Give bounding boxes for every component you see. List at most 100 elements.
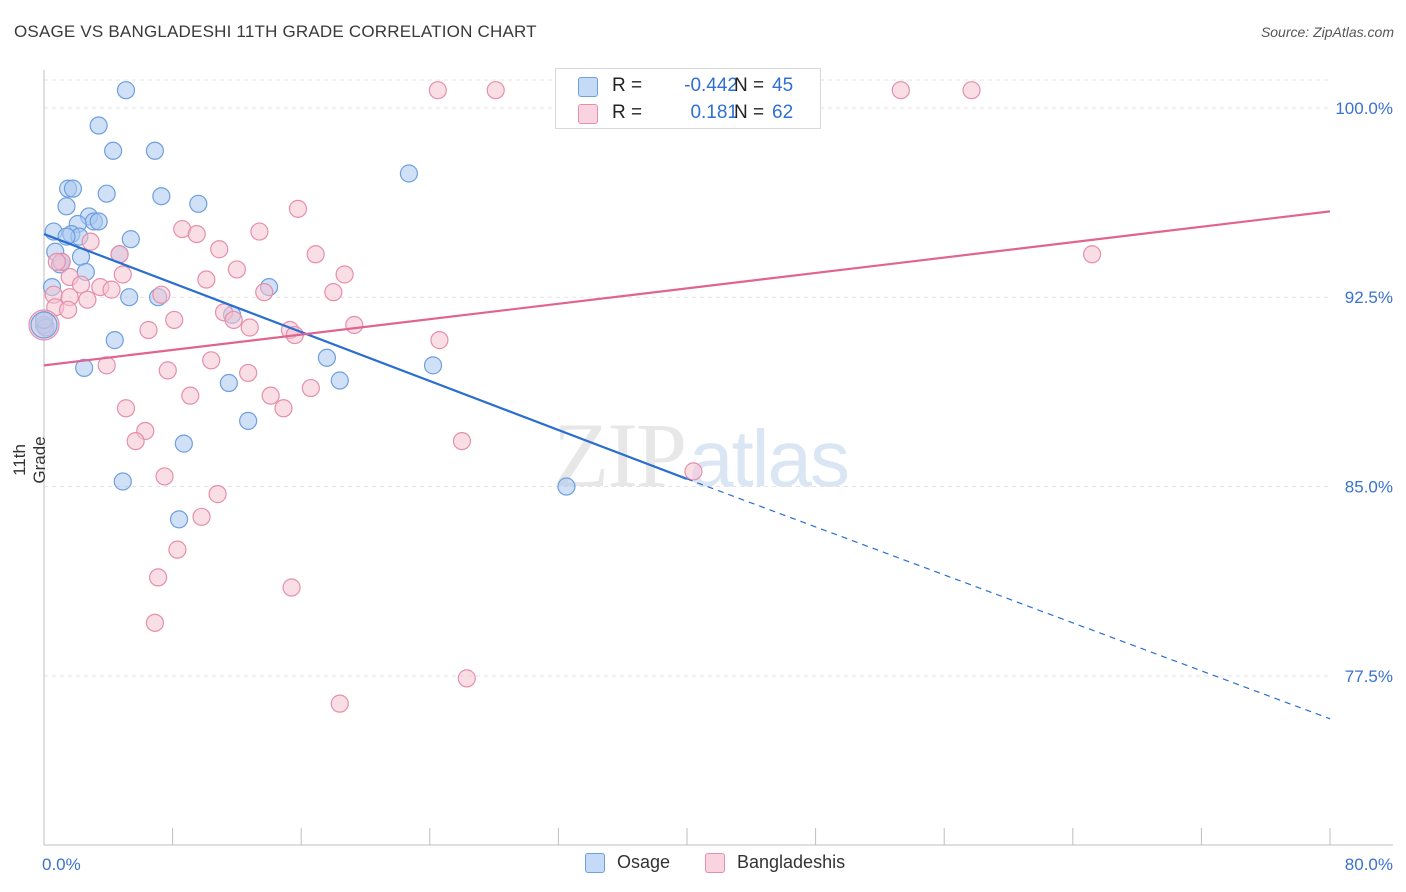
bangladeshis-point xyxy=(335,265,354,284)
watermark: ZIPatlas xyxy=(553,402,850,508)
osage-swatch xyxy=(578,77,598,97)
bangladeshis-point xyxy=(165,310,184,330)
osage-trend-line-extension xyxy=(686,478,1331,720)
osage-point xyxy=(105,331,124,350)
osage-point xyxy=(239,411,258,430)
osage-point xyxy=(89,116,108,135)
bangladeshis-r-label: R = xyxy=(612,102,643,123)
bangladeshis-point xyxy=(113,265,132,284)
bangladeshis-point xyxy=(274,399,293,418)
bangladeshis-point xyxy=(158,361,177,380)
bangladeshis-point xyxy=(168,540,187,559)
osage-r-value: -0.442 xyxy=(684,75,738,96)
osage-point xyxy=(104,141,123,160)
bangladeshis-point xyxy=(71,275,91,294)
bangladeshis-point xyxy=(149,568,168,587)
bangladeshis-n-label: N = xyxy=(734,102,765,123)
osage-point xyxy=(152,187,171,206)
bangladeshis-point xyxy=(181,386,200,405)
x-tick-label: 80.0% xyxy=(1345,855,1393,874)
bangladeshis-point xyxy=(1082,245,1102,264)
bangladeshis-point xyxy=(224,310,243,330)
bangladeshis-point xyxy=(261,386,280,405)
bangladeshis-point xyxy=(197,270,216,289)
bangladeshis-point xyxy=(430,331,449,350)
osage-point xyxy=(399,164,419,183)
correlation-legend: R = -0.442 N = 45 R = 0.181 N = 62 xyxy=(555,68,821,129)
y-tick-label: 100.0% xyxy=(1335,99,1393,118)
bangladeshis-point xyxy=(330,694,349,713)
bangladeshis-point xyxy=(47,252,66,271)
bangladeshis-point-large xyxy=(28,309,60,341)
y-tick-label: 92.5% xyxy=(1345,288,1393,307)
osage-point xyxy=(423,356,443,375)
y-axis-label: 11th Grade xyxy=(10,436,49,484)
bangladeshis-point xyxy=(102,280,121,299)
bangladeshis-point xyxy=(227,260,246,279)
osage-trend-line xyxy=(43,233,688,480)
bangladeshis-point xyxy=(187,224,206,244)
osage-n-value: 45 xyxy=(772,75,794,96)
osage-point xyxy=(57,197,76,216)
y-tick-label: 85.0% xyxy=(1345,478,1393,497)
bangladeshis-point xyxy=(155,467,174,486)
bangladeshis-point xyxy=(208,485,227,504)
bangladeshis-point xyxy=(282,578,301,597)
bangladeshis-point xyxy=(81,232,100,251)
osage-legend-swatch xyxy=(585,853,605,873)
bangladeshis-point xyxy=(78,290,97,309)
osage-r-label: R = xyxy=(612,75,643,96)
osage-point xyxy=(116,81,136,100)
bangladeshis-point xyxy=(288,199,308,218)
bangladeshis-point xyxy=(239,363,258,383)
source-label: Source: ZipAtlas.com xyxy=(1260,24,1394,40)
osage-point xyxy=(89,212,108,231)
osage-point xyxy=(169,510,189,529)
bangladeshis-point xyxy=(891,81,910,100)
bangladeshis-point xyxy=(306,245,325,264)
osage-point xyxy=(120,288,139,307)
bangladeshis-point xyxy=(486,81,505,100)
x-tick-label: 0.0% xyxy=(42,855,81,874)
bangladeshis-point xyxy=(428,81,447,100)
osage-point xyxy=(317,348,337,367)
bangladeshis-point xyxy=(684,462,703,481)
bangladeshis-point xyxy=(126,431,145,451)
watermark-atlas: atlas xyxy=(689,414,850,503)
bangladeshis-point xyxy=(255,283,274,302)
bangladeshis-point xyxy=(152,285,171,304)
watermark-zip: ZIP xyxy=(553,404,687,506)
osage-point xyxy=(145,141,165,160)
bangladeshis-point xyxy=(324,283,343,302)
osage-point xyxy=(97,184,116,203)
bangladeshis-n-value: 62 xyxy=(772,102,794,123)
y-tick-label: 77.5% xyxy=(1345,667,1393,686)
bangladeshis-point xyxy=(192,507,211,526)
bangladeshis-point xyxy=(962,81,981,100)
osage-point xyxy=(121,230,140,249)
osage-n-label: N = xyxy=(734,75,765,96)
bangladeshis-point xyxy=(250,222,269,241)
bangladeshis-swatch xyxy=(578,104,598,124)
bangladeshis-point xyxy=(457,669,476,688)
osage-point xyxy=(174,434,193,453)
bangladeshis-point xyxy=(202,351,221,370)
osage-point-large xyxy=(30,311,58,339)
osage-legend-label: Osage xyxy=(617,852,671,872)
bangladeshis-point xyxy=(345,315,364,335)
bangladeshis-point xyxy=(116,399,136,418)
bangladeshis-point xyxy=(240,318,259,337)
osage-point xyxy=(219,373,238,393)
osage-point xyxy=(75,358,94,377)
osage-point xyxy=(113,472,132,491)
bangladeshis-point xyxy=(452,431,472,451)
bangladeshis-point xyxy=(59,300,78,319)
bangladeshis-point xyxy=(145,613,165,632)
bangladeshis-legend-label: Bangladeshis xyxy=(737,852,846,872)
bangladeshis-trend-line xyxy=(43,210,1331,367)
osage-point xyxy=(189,194,208,213)
osage-point xyxy=(63,179,83,198)
bangladeshis-point xyxy=(210,240,229,259)
bangladeshis-point xyxy=(301,378,320,398)
